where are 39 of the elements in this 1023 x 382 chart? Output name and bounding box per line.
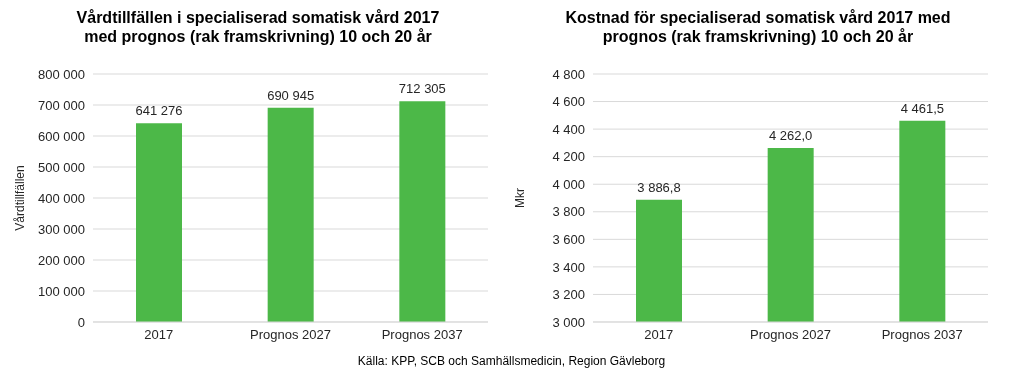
- y-tick-label: 300 000: [38, 221, 85, 237]
- y-tick-label: 4 200: [552, 149, 585, 165]
- y-tick-label: 500 000: [38, 159, 85, 175]
- data-label: 4 461,5: [900, 100, 945, 116]
- y-tick-label: 3 400: [552, 259, 585, 275]
- data-label: 4 262,0: [768, 128, 813, 144]
- y-tick-label: 4 600: [552, 94, 585, 110]
- chart-title: Vårdtillfällen i specialiserad somatisk vård 2017 med prognos (rak framskrivning) 10 och 20 år: [75, 8, 441, 46]
- y-tick-label: 600 000: [38, 128, 85, 144]
- y-axis-title: Vårdtillfällen: [13, 165, 28, 231]
- y-tick-label: 3 200: [552, 287, 585, 303]
- data-label: 641 276: [135, 103, 183, 119]
- x-tick-label: Prognos 2037: [881, 327, 963, 343]
- y-tick-label: 700 000: [38, 97, 85, 113]
- data-label: 690 945: [267, 87, 315, 103]
- data-label: 712 305: [398, 81, 446, 97]
- bar: [267, 107, 314, 322]
- x-tick-label: Prognos 2037: [381, 327, 463, 343]
- y-tick-label: 3 000: [552, 314, 585, 330]
- y-tick-label: 4 800: [552, 66, 585, 82]
- y-tick-label: 4 000: [552, 176, 585, 192]
- y-tick-label: 100 000: [38, 283, 85, 299]
- y-tick-label: 3 800: [552, 204, 585, 220]
- x-tick-label: Prognos 2027: [250, 327, 331, 343]
- x-tick-label: 2017: [144, 327, 174, 343]
- y-tick-label: 0: [77, 314, 85, 330]
- y-tick-label: 200 000: [38, 252, 85, 268]
- bar: [136, 123, 182, 322]
- chart-title: Kostnad för specialiserad somatisk vård 2017 med prognos (rak framskrivning) 10 och 20 år: [564, 8, 952, 46]
- data-label: 3 886,8: [637, 179, 681, 195]
- x-tick-label: Prognos 2027: [750, 327, 831, 343]
- y-axis-title: Mkr: [513, 188, 528, 208]
- bar: [399, 101, 446, 322]
- y-tick-label: 400 000: [38, 190, 85, 206]
- text: Källa: KPP, SCB och Samhällsmedicin, Region Gävleborg: [356, 354, 667, 368]
- y-tick-label: 4 400: [552, 121, 585, 137]
- y-tick-label: 3 600: [552, 231, 585, 247]
- x-tick-label: 2017: [644, 327, 674, 343]
- y-tick-label: 800 000: [38, 66, 85, 82]
